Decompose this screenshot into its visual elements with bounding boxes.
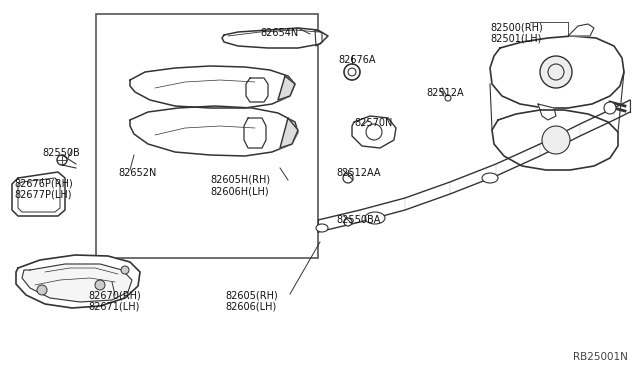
Polygon shape (492, 110, 618, 170)
Text: 82512A: 82512A (426, 88, 463, 98)
Text: 82676P(RH)
82677P(LH): 82676P(RH) 82677P(LH) (14, 178, 73, 200)
Polygon shape (16, 255, 140, 308)
Text: 82500(RH)
82501(LH): 82500(RH) 82501(LH) (490, 22, 543, 44)
Polygon shape (490, 36, 624, 108)
Text: 82512AA: 82512AA (336, 168, 381, 178)
Polygon shape (130, 66, 295, 108)
Ellipse shape (482, 173, 498, 183)
Circle shape (343, 173, 353, 183)
Bar (96, 14, 318, 258)
Text: RB25001N: RB25001N (573, 352, 628, 362)
Circle shape (57, 155, 67, 165)
Circle shape (37, 285, 47, 295)
Text: 82676A: 82676A (338, 55, 376, 65)
Ellipse shape (316, 224, 328, 232)
Polygon shape (244, 118, 266, 148)
Polygon shape (352, 116, 396, 148)
Text: 82550B: 82550B (42, 148, 80, 158)
Polygon shape (280, 118, 298, 148)
Circle shape (121, 266, 129, 274)
Polygon shape (22, 264, 132, 302)
Text: 82654N: 82654N (260, 28, 298, 38)
Circle shape (542, 126, 570, 154)
Polygon shape (538, 104, 556, 120)
Text: 82550BA: 82550BA (336, 215, 380, 225)
Polygon shape (568, 24, 594, 36)
Circle shape (445, 95, 451, 101)
Polygon shape (130, 106, 298, 156)
Polygon shape (246, 78, 268, 102)
Ellipse shape (365, 212, 385, 224)
Circle shape (604, 102, 616, 114)
Text: 82605(RH)
82606(LH): 82605(RH) 82606(LH) (225, 290, 278, 312)
Circle shape (344, 64, 360, 80)
Text: 82652N: 82652N (118, 168, 156, 178)
Polygon shape (12, 172, 65, 216)
Polygon shape (222, 28, 328, 48)
Circle shape (95, 280, 105, 290)
Polygon shape (278, 76, 295, 100)
Circle shape (344, 218, 352, 226)
Circle shape (540, 56, 572, 88)
Text: 82605H(RH)
82606H(LH): 82605H(RH) 82606H(LH) (210, 175, 270, 196)
Text: 82670(RH)
82671(LH): 82670(RH) 82671(LH) (88, 290, 141, 312)
Text: 82570N: 82570N (354, 118, 392, 128)
